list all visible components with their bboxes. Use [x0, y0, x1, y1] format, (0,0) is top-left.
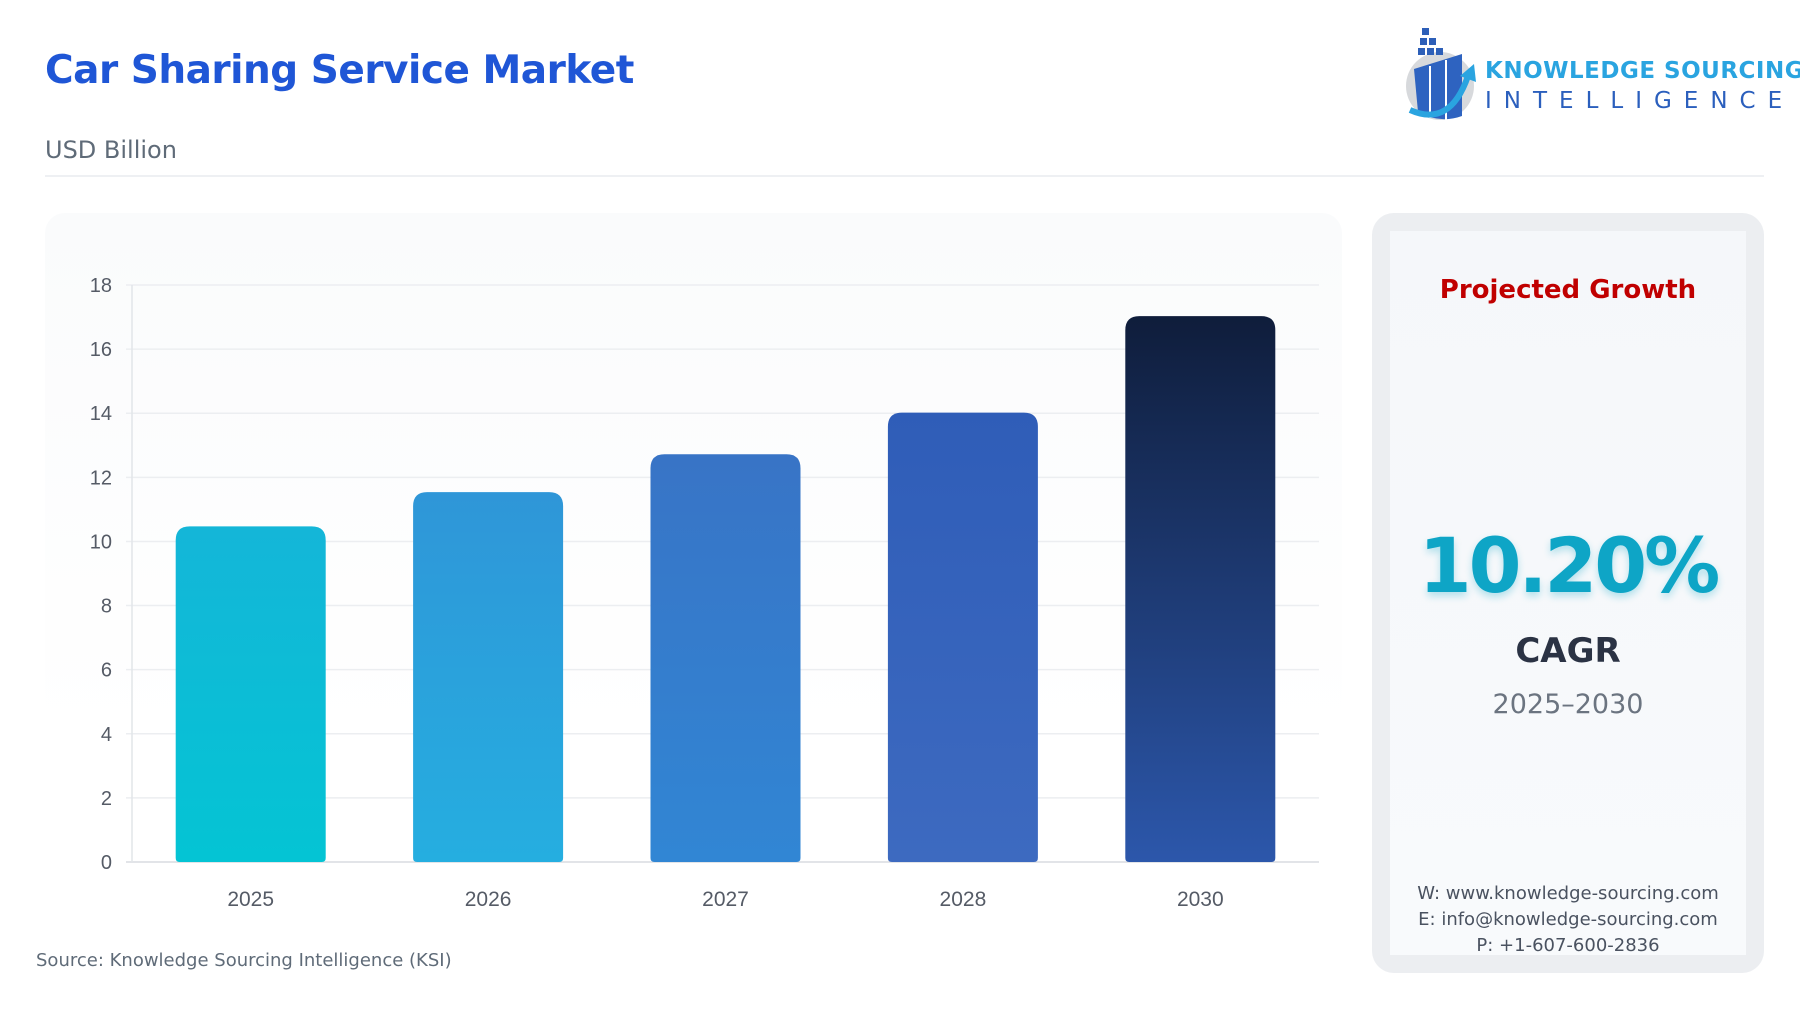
bar-2030 — [1125, 316, 1276, 862]
chart-card: 0 2 4 6 8 10 12 14 16 18 2025 2026 2027 2028 2030 — [45, 213, 1342, 963]
divider — [45, 175, 1764, 177]
growth-panel: Projected Growth 10.20% CAGR 2025–2030 W… — [1372, 213, 1764, 973]
y-tick-label: 2 — [101, 788, 112, 810]
y-tick-label: 16 — [90, 339, 112, 361]
logo-text-line1: KNOWLEDGE SOURCING — [1485, 58, 1800, 84]
y-tick-label: 10 — [90, 531, 112, 553]
bar-2028 — [887, 412, 1038, 862]
company-logo: KNOWLEDGE SOURCING INTELLIGENCE — [1400, 24, 1800, 124]
cagr-label: CAGR — [1515, 631, 1621, 671]
y-tick-label: 18 — [90, 275, 112, 297]
logo-text-line2: INTELLIGENCE — [1485, 88, 1795, 114]
y-tick-label: 4 — [101, 724, 112, 746]
x-tick-label: 2025 — [227, 888, 274, 911]
email-link[interactable]: E: info@knowledge-sourcing.com — [1418, 909, 1718, 930]
y-tick-label: 14 — [90, 403, 112, 425]
logo-icon — [1406, 28, 1476, 120]
bar-chart: 0 2 4 6 8 10 12 14 16 18 2025 2026 2027 2028 2030 — [90, 275, 1319, 911]
y-tick-label: 0 — [101, 852, 112, 874]
phone-text: P: +1-607-600-2836 — [1476, 935, 1660, 956]
x-tick-label: 2028 — [940, 888, 987, 911]
page-title: Car Sharing Service Market — [45, 48, 634, 93]
y-tick-label: 8 — [101, 596, 112, 618]
website-link[interactable]: W: www.knowledge-sourcing.com — [1417, 883, 1719, 904]
x-tick-label: 2026 — [465, 888, 512, 911]
bar-2027 — [650, 454, 801, 862]
cagr-period: 2025–2030 — [1492, 689, 1644, 720]
panel-heading: Projected Growth — [1439, 275, 1697, 305]
source-note: Source: Knowledge Sourcing Intelligence … — [36, 950, 452, 971]
x-tick-label: 2027 — [702, 888, 749, 911]
bar-2026 — [413, 492, 564, 862]
y-tick-label: 12 — [90, 467, 112, 489]
unit-subtitle: USD Billion — [45, 136, 177, 164]
y-tick-label: 6 — [101, 660, 112, 682]
cagr-value: 10.20% — [1418, 521, 1721, 610]
bar-2025 — [175, 526, 326, 862]
x-tick-label: 2030 — [1177, 888, 1224, 911]
